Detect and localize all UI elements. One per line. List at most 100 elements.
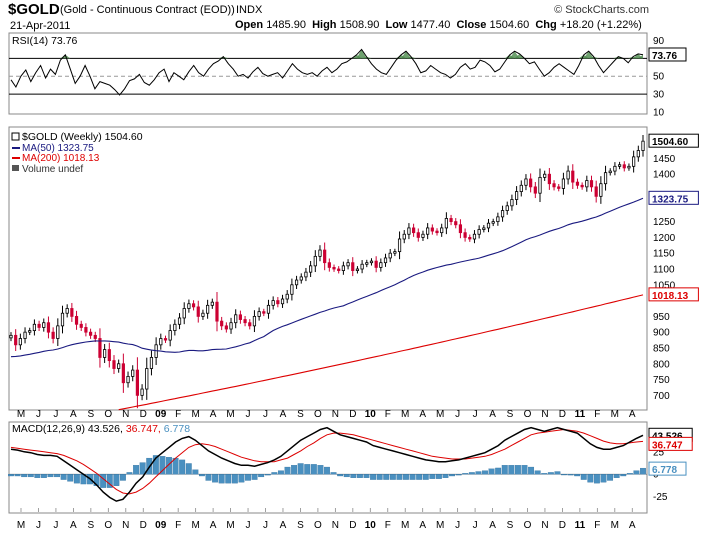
macd-hist-bar [488,468,495,475]
macd-hist-bar [403,474,409,480]
price-candle [360,263,364,270]
price-candle [510,199,514,207]
price-candle [70,308,74,317]
macd-panel: MACD(12,26,9) 43.526, 36.747, 6.778250-2… [8,421,693,514]
x-tick-price: F [175,409,181,420]
macd-hist-bar [264,474,271,476]
price-candle [238,314,242,320]
price-candle [369,260,374,264]
x-tick-price: A [419,409,426,420]
macd-hist-bar [271,472,278,475]
price-candle [632,156,636,167]
x-tick-price: D [140,409,147,420]
price-ytick: 1250 [653,217,676,228]
price-candle [220,320,224,327]
price-candle [215,301,219,322]
x-tick-macd: J [53,520,58,531]
macd-hist-bar [277,470,284,475]
price-candle [318,249,322,257]
price-candle [257,311,261,317]
price-candle [117,363,121,369]
price-candle [332,267,336,270]
legend-volume-swatch [12,165,19,171]
macd-hist-bar [317,465,324,475]
price-candle [224,325,228,330]
x-tick-macd: D [559,520,566,531]
price-candle [603,172,608,185]
x-tick-macd: A [210,520,217,531]
x-tick-macd: M [436,520,444,531]
price-ytick: 800 [653,359,670,370]
x-tick-macd: F [385,520,391,531]
macd-hist-bar [310,464,317,475]
macd-hist-bar [330,472,337,475]
price-candle [402,233,406,240]
macd-hist-bar [218,474,225,484]
macd-hist-bar [67,474,74,482]
ma200-line [118,294,644,411]
macd-hist-bar [205,474,212,481]
price-candle [98,338,102,358]
macd-hist-bar [54,474,61,478]
price-ytick: 1100 [653,265,675,276]
legend-ma50: MA(50) 1323.75 [22,143,94,154]
macd-hist-bar [495,467,502,475]
macd-hist-bar [363,474,370,478]
rsi-frame [8,32,648,115]
macd-hist-bar [166,457,172,475]
macd-hist-bar [587,474,594,483]
macd-hist-bar [133,465,140,475]
rsi-title: RSI(14) 73.76 [12,35,78,47]
x-tick-macd: J [455,520,460,531]
macd-hist-bar [113,474,120,486]
x-tick-price: S [297,409,304,420]
macd-hist-bar [245,474,251,481]
macd-hist-bar [198,474,205,477]
macd-hist-bar [212,474,219,483]
macd-hist-bar [462,473,469,475]
price-candle [416,232,420,238]
macd-hist-bar [106,474,113,488]
x-tick-macd: F [594,520,600,531]
macd-hist-bar [34,474,41,478]
price-candle [533,186,537,194]
macd-hist-bar [343,474,350,478]
x-tick-price: M [436,409,444,420]
x-tick-price: 11 [575,409,586,420]
price-candle [435,230,439,234]
price-ytick: 850 [653,343,670,354]
price-candle [163,338,168,341]
price-candle [210,301,214,306]
macd-hist-last-tag-box [648,461,687,476]
stockcharts-brand[interactable]: © StockCharts.com [554,4,649,16]
price-candle [449,218,453,223]
rsi-overbought-area [514,53,525,59]
x-tick-price: F [385,409,391,420]
price-ytick: 1400 [653,170,676,181]
x-tick-price: A [629,409,636,420]
ma50-last-tag-box [648,190,699,205]
x-tick-price: M [611,409,619,420]
x-tick-macd: J [246,520,251,531]
price-candle [430,227,434,232]
price-title: $GOLD (Weekly) 1504.60 [22,131,143,143]
x-tick-price: D [559,409,566,420]
x-tick-macd: F [175,520,181,531]
chg-label: Chg [535,19,557,31]
macd-title-hist: 6.778 [164,423,190,435]
rsi-panel: RSI(14) 73.76 90 50 30 10 73.76 [8,32,687,119]
x-tick-price: J [53,409,58,420]
price-candle [505,205,509,211]
x-tick-price: 09 [155,409,167,420]
low-label: Low [385,19,408,31]
rsi-overbought-area [401,51,411,59]
price-candle [641,140,645,151]
x-tick-macd: J [473,520,478,531]
price-candle [636,150,640,158]
macd-hist-bar [442,474,449,478]
price-candle [182,308,186,319]
x-tick-price: J [455,409,460,420]
price-candle [491,221,495,224]
price-last-tag-box [648,133,699,148]
price-candle [566,170,570,180]
